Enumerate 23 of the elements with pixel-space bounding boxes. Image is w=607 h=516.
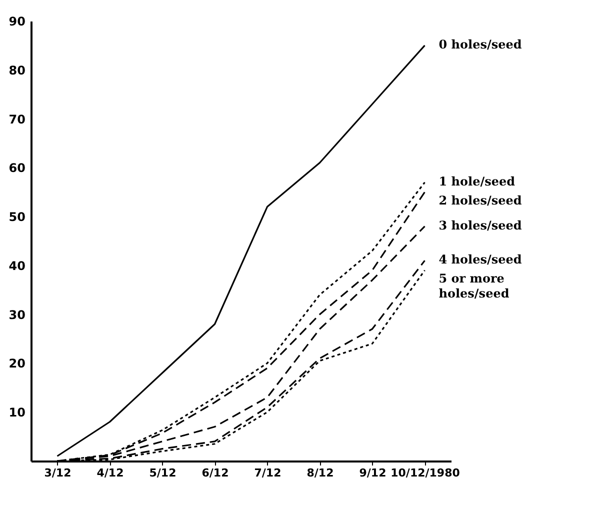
x-tick-label: 10/12/1980 bbox=[390, 466, 460, 480]
x-tick-label: 5/12 bbox=[149, 466, 176, 480]
y-tick-label: 30 bbox=[8, 308, 26, 322]
series-label: 1 hole/seed bbox=[438, 174, 516, 188]
y-tick-label: 80 bbox=[8, 63, 26, 78]
x-tick-label: 8/12 bbox=[306, 466, 334, 480]
series-label: 0 holes/seed bbox=[438, 37, 522, 52]
x-tick-label: 4/12 bbox=[96, 466, 124, 480]
series-label: 4 holes/seed bbox=[438, 252, 522, 267]
x-tick-label: 9/12 bbox=[359, 466, 386, 480]
y-tick-label: 60 bbox=[8, 161, 26, 176]
y-tick-label: 10 bbox=[8, 406, 26, 420]
y-tick-label: 20 bbox=[8, 356, 26, 371]
y-tick-label: 90 bbox=[8, 14, 26, 28]
x-tick-label: 6/12 bbox=[202, 466, 229, 480]
series-label: 3 holes/seed bbox=[438, 218, 522, 232]
x-tick-label: 7/12 bbox=[254, 466, 282, 480]
y-tick-label: 70 bbox=[8, 112, 26, 126]
x-tick-label: 3/12 bbox=[44, 466, 72, 480]
y-tick-label: 50 bbox=[8, 210, 26, 224]
series-label: 5 or more holes/seed bbox=[438, 272, 510, 301]
series-label: 2 holes/seed bbox=[438, 193, 522, 208]
y-tick-label: 40 bbox=[8, 258, 26, 273]
